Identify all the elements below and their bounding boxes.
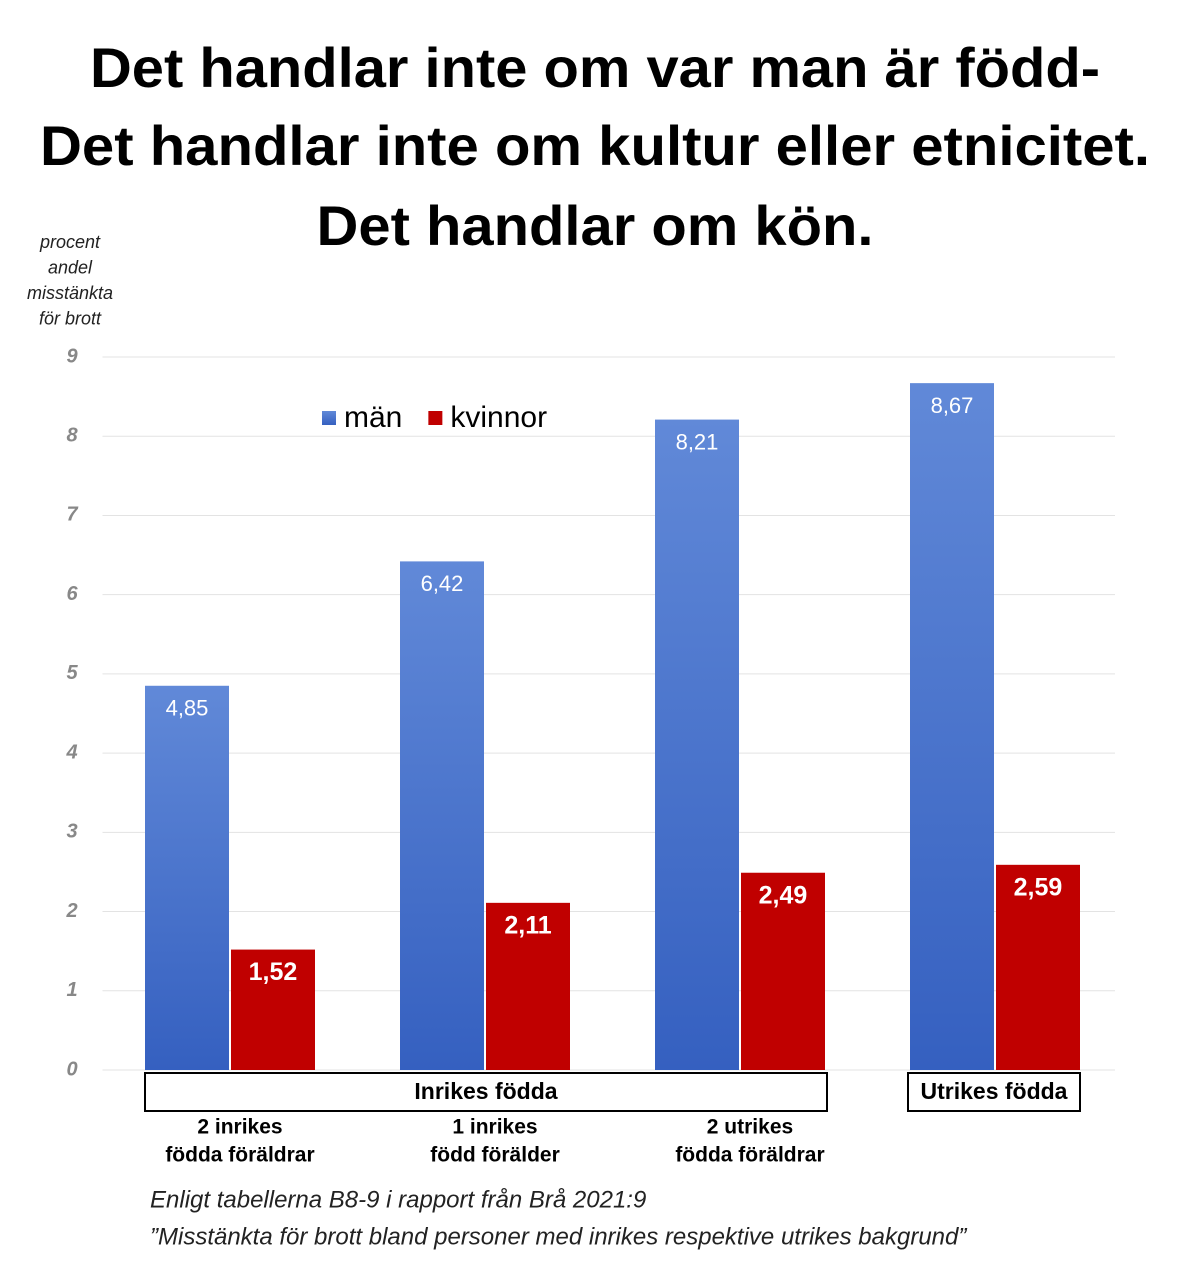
data-label: 1,52 [249,958,298,986]
bar [400,561,484,1070]
legend-label: män [344,401,402,434]
data-label: 8,21 [676,429,719,454]
legend-swatch [322,411,336,425]
y-tick-label: 4 [65,741,77,763]
x-tick-label: 2 inrikes [197,1116,282,1139]
legend-label: kvinnor [450,401,547,434]
x-tick-label: 1 inrikes [452,1116,537,1139]
y-tick-label: 5 [66,662,78,684]
legend-swatch [428,411,443,425]
chart-title: Det handlar inte om var man är född- [90,36,1100,99]
y-tick-label: 3 [66,821,77,843]
data-label: 8,67 [931,393,974,418]
footnote: ”Misstänkta för brott bland personer med… [150,1223,967,1250]
y-tick-label: 6 [66,583,78,605]
data-label: 4,85 [166,696,209,721]
chart-title: Det handlar inte om kultur eller etnicit… [40,114,1150,177]
group-label: Inrikes födda [414,1078,557,1104]
x-tick-label: födda föräldrar [675,1144,824,1167]
bar [486,902,570,1070]
y-axis-label: andel [48,257,93,277]
bar [231,949,315,1070]
group-box [907,1072,1081,1112]
footnote: Enligt tabellerna B8-9 i rapport från Br… [150,1186,646,1213]
data-label: 2,59 [1014,873,1063,901]
y-tick-label: 7 [66,504,78,526]
x-tick-label: född förälder [430,1144,560,1167]
y-tick-label: 2 [65,900,77,922]
bar [741,872,825,1070]
chart-title: Det handlar om kön. [317,194,874,257]
data-label: 2,11 [504,911,551,939]
y-tick-label: 1 [66,979,77,1001]
data-label: 2,49 [759,881,808,909]
bar [145,685,229,1070]
group-box [144,1072,828,1112]
y-tick-label: 8 [66,425,78,447]
x-tick-label: 2 utrikes [707,1116,793,1139]
y-axis-label: misstänkta [27,283,113,303]
bar [910,383,994,1071]
x-tick-label: födda föräldrar [165,1144,314,1167]
y-axis-label: för brott [39,308,102,328]
group-label: Utrikes födda [921,1078,1068,1104]
bar [655,419,739,1070]
y-axis-label: procent [39,232,101,252]
bar [996,864,1080,1070]
data-label: 6,42 [421,571,464,596]
y-tick-label: 9 [66,345,78,367]
y-tick-label: 0 [66,1058,77,1080]
